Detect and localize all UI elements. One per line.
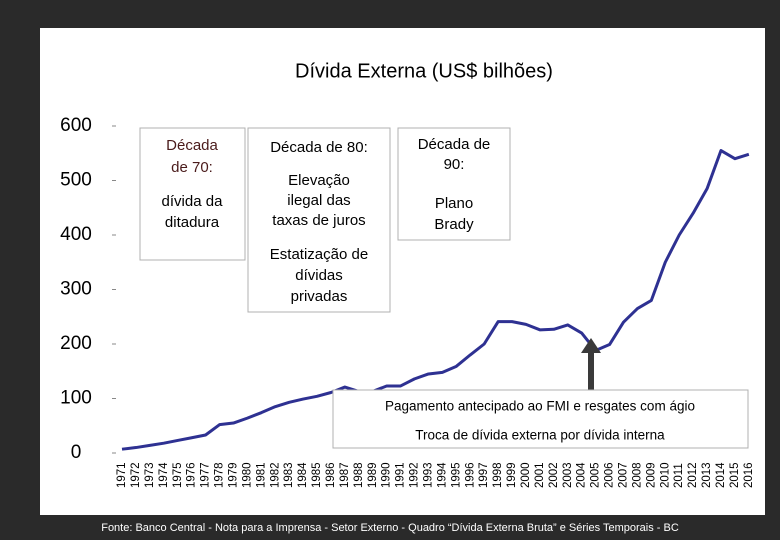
x-tick-label: 1985 (311, 462, 323, 488)
x-tick-label: 2004 (576, 462, 588, 488)
x-tick-label: 1987 (339, 462, 351, 488)
x-tick-label: 1977 (200, 462, 212, 488)
annotation-text: dívidas (295, 267, 343, 284)
annotation-text: 90: (444, 156, 465, 173)
x-tick-label: 2002 (548, 462, 560, 488)
x-tick-label: 2013 (701, 462, 713, 488)
annotation-text: privadas (291, 288, 348, 305)
x-tick-label: 2001 (534, 462, 546, 488)
x-tick-label: 2009 (645, 462, 657, 488)
annotation-box (247, 127, 391, 313)
x-tick-label: 2006 (604, 462, 616, 488)
x-tick-label: 2014 (715, 462, 727, 488)
x-tick-label: 1975 (172, 462, 184, 488)
x-tick-label: 2000 (520, 462, 532, 488)
x-tick-label: 1982 (269, 462, 281, 488)
annotation-text: taxas de juros (272, 212, 365, 229)
annotation-text: dívida da (162, 193, 224, 210)
x-tick-label: 1996 (464, 462, 476, 488)
x-tick-label: 1979 (227, 462, 239, 488)
x-tick-label: 1972 (130, 462, 142, 488)
y-tick-label: 500 (60, 170, 92, 191)
annotation-box (332, 389, 749, 449)
x-tick-label: 2005 (590, 462, 602, 488)
x-tick-label: 1978 (214, 462, 226, 488)
y-tick-label: 600 (60, 115, 92, 136)
x-tick-label: 1997 (478, 462, 490, 488)
annotation-text: Década de (418, 136, 491, 153)
annotation-text: Elevação (288, 172, 350, 189)
arrow-head (581, 338, 601, 353)
annotation-text: Brady (434, 216, 474, 233)
annotation-box (139, 127, 246, 261)
source-note: Fonte: Banco Central - Nota para a Impre… (101, 522, 679, 534)
x-tick-label: 2003 (562, 462, 574, 488)
annotation-text: Década de 80: (270, 139, 368, 156)
annotation-text: de 70: (171, 159, 213, 176)
annotation-text: ditadura (165, 214, 220, 231)
annotation-text: ilegal das (287, 192, 350, 209)
chart-title: Dívida Externa (US$ bilhões) (295, 60, 553, 82)
x-tick-label: 1991 (395, 462, 407, 488)
x-tick-label: 1998 (492, 462, 504, 488)
x-tick-label: 2016 (743, 462, 755, 488)
annotation-text: Troca de dívida externa por dívida inter… (415, 428, 665, 443)
x-tick-label: 1974 (158, 462, 170, 488)
y-tick-label: 0 (71, 442, 82, 463)
x-tick-label: 1990 (381, 462, 393, 488)
y-tick-label: 100 (60, 388, 92, 409)
x-tick-label: 1984 (297, 462, 309, 488)
x-tick-label: 1993 (422, 462, 434, 488)
y-tick-label: 400 (60, 224, 92, 245)
annotation-text: Plano (435, 195, 473, 212)
x-tick-label: 1983 (283, 462, 295, 488)
annotation-text: Década (166, 137, 218, 154)
annotation-text: Pagamento antecipado ao FMI e resgates c… (385, 399, 695, 414)
x-tick-label: 1971 (116, 462, 128, 488)
x-tick-label: 1981 (255, 462, 267, 488)
x-tick-label: 1988 (353, 462, 365, 488)
x-tick-label: 2011 (673, 463, 685, 488)
x-tick-label: 1989 (367, 462, 379, 488)
annotation-box (397, 127, 511, 241)
x-tick-label: 1999 (506, 462, 518, 488)
arrow-shaft (588, 352, 594, 390)
x-tick-label: 2012 (687, 462, 699, 488)
y-tick-label: 200 (60, 333, 92, 354)
x-tick-label: 2015 (729, 462, 741, 488)
x-tick-label: 2010 (659, 462, 671, 488)
x-tick-label: 1980 (241, 462, 253, 488)
x-tick-label: 1992 (409, 462, 421, 488)
x-tick-label: 1973 (144, 462, 156, 488)
y-tick-label: 300 (60, 279, 92, 300)
data-line (121, 149, 750, 451)
x-tick-label: 2008 (631, 462, 643, 488)
x-tick-label: 1995 (450, 462, 462, 488)
x-tick-label: 2007 (618, 462, 630, 488)
x-tick-label: 1976 (186, 462, 198, 488)
x-tick-label: 1994 (436, 462, 448, 488)
x-tick-label: 1986 (325, 462, 337, 488)
annotation-text: Estatização de (270, 246, 368, 263)
